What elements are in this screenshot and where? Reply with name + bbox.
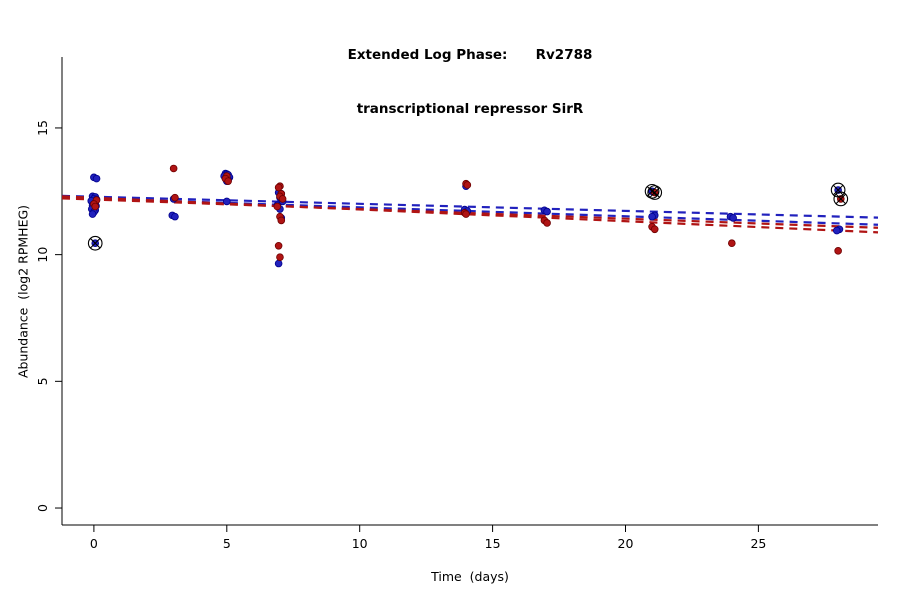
chart-title-line1: Extended Log Phase: Rv2788 <box>347 47 593 63</box>
data-point-red <box>171 193 179 202</box>
data-point-red <box>277 216 286 225</box>
x-tick-label: 10 <box>352 536 368 551</box>
trend-line-red-fit-1 <box>61 195 879 234</box>
data-point-red <box>543 219 551 227</box>
data-point-red <box>274 183 283 192</box>
y-tick-label: 5 <box>35 377 50 385</box>
data-point-red <box>91 202 100 211</box>
data-point-red <box>834 247 842 255</box>
data-point-blue <box>543 207 551 216</box>
outlier-cross <box>646 186 658 197</box>
data-point-red <box>273 202 282 211</box>
trend-line-blue-fit-1 <box>61 194 879 219</box>
data-point-blue <box>648 212 656 221</box>
data-point-red <box>278 195 287 203</box>
data-point-blue <box>88 210 97 218</box>
x-axis-label: Time (days) <box>431 569 509 584</box>
y-tick-label: 10 <box>35 247 50 263</box>
data-point-blue <box>92 174 101 183</box>
y-axis-label: Abundance (log2 RPMHEG) <box>15 204 31 379</box>
data-point-blue <box>729 214 737 222</box>
data-point-red <box>728 239 736 248</box>
outlier-circle <box>644 183 660 199</box>
data-point-blue <box>171 212 179 221</box>
outlier-cross <box>649 187 660 198</box>
x-tick-label: 0 <box>90 536 98 551</box>
outlier-cross <box>835 193 846 205</box>
outlier-circle <box>87 235 103 251</box>
x-tick-label: 15 <box>485 536 501 551</box>
data-point-red <box>650 225 659 234</box>
x-tick-label: 25 <box>750 536 766 551</box>
data-point-red <box>276 253 284 261</box>
data-point-red <box>462 210 470 218</box>
data-point-blue <box>833 226 841 235</box>
data-point-blue <box>274 259 283 268</box>
chart-title: Extended Log Phase: Rv2788 transcription… <box>62 10 878 154</box>
data-point-red <box>463 181 472 189</box>
y-tick-label: 0 <box>35 504 50 512</box>
y-tick-label: 15 <box>35 120 50 136</box>
data-point-red <box>169 164 178 173</box>
outlier-cross <box>90 238 101 249</box>
outlier-circle <box>833 191 849 207</box>
outlier-cross <box>832 184 844 196</box>
chart-title-line2: transcriptional repressor SirR <box>356 101 584 117</box>
x-tick-label: 20 <box>618 536 634 551</box>
data-point-red <box>224 177 232 185</box>
data-point-blue <box>222 197 231 206</box>
data-point-red <box>274 241 283 250</box>
x-tick-label: 5 <box>223 536 231 551</box>
outlier-circle <box>647 185 663 200</box>
